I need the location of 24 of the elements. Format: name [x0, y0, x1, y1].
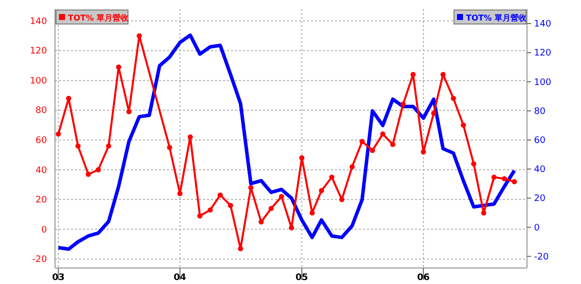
y2-tick-label: 100 — [534, 78, 552, 88]
y2-tick-label: 40 — [534, 165, 546, 176]
y2-tick-label: 0 — [534, 223, 540, 234]
y2-tick-label: -20 — [534, 252, 549, 262]
legend-label: TOT% 單月營收 — [466, 14, 528, 22]
y-tick-label: 80 — [36, 106, 48, 116]
y-tick-label: 60 — [36, 136, 48, 146]
legend-label: TOT% 單月營收 — [68, 14, 130, 22]
x-tick-label: 06 — [417, 273, 430, 283]
y-tick-label: 0 — [41, 225, 48, 236]
y-tick-label: 120 — [30, 46, 48, 57]
y2-tick-label: 20 — [534, 194, 546, 204]
y-tick-label: 40 — [36, 166, 48, 176]
y2-tick-label: 120 — [534, 48, 552, 59]
x-tick-label: 03 — [52, 273, 65, 283]
y2-tick-label: 140 — [534, 20, 552, 30]
y-tick-label: -20 — [32, 255, 48, 266]
x-tick-label: 05 — [296, 273, 308, 283]
y-tick-label: 20 — [36, 196, 48, 206]
y2-tick-label: 80 — [534, 106, 546, 117]
x-tick-label: 04 — [174, 273, 186, 283]
y-tick-label: 100 — [30, 76, 48, 86]
y-tick-label: 140 — [30, 16, 48, 27]
y2-tick-label: 60 — [534, 136, 546, 146]
